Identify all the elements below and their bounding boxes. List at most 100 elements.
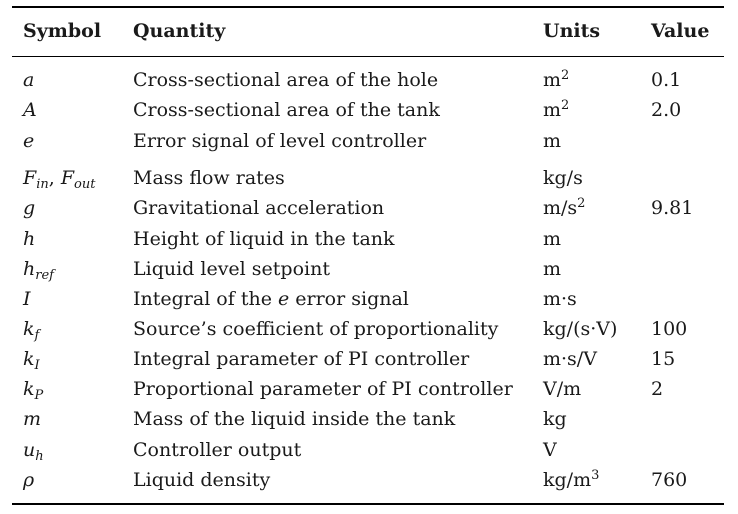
units-cell: m·s/V (543, 348, 597, 370)
unit-base: m·s (543, 288, 577, 310)
symbol-subscript: I (34, 358, 40, 373)
value-cell: 2.0 (651, 99, 682, 121)
unit-base: V/m (543, 378, 582, 400)
unit-exponent: 2 (561, 68, 570, 83)
table-row: h Height of liquid in the tank m (0, 228, 738, 256)
quantity-cell: Height of liquid in the tank (133, 228, 395, 250)
symbol-cell: uh (23, 439, 44, 464)
symbol-main: h (23, 228, 36, 250)
unit-base: kg (543, 408, 567, 430)
symbol-subscript: ref (35, 268, 54, 283)
symbol-cell: href (23, 258, 54, 283)
symbol-main: m (23, 408, 42, 430)
quantity-cell: Cross-sectional area of the hole (133, 69, 439, 91)
symbol-main: F (23, 167, 37, 189)
units-cell: m2 (543, 69, 569, 91)
symbol-cell: kP (23, 378, 44, 403)
table-row: e Error signal of level controller m (0, 130, 738, 158)
units-cell: kg/(s·V) (543, 318, 617, 340)
symbol-main: u (23, 439, 36, 461)
unit-base: m (543, 228, 562, 250)
value-cell: 9.81 (651, 197, 694, 219)
quantity-cell: Liquid density (133, 469, 271, 491)
quantity-cell: Mass flow rates (133, 167, 285, 189)
symbol-subscript: h (35, 449, 44, 464)
value-cell: 100 (651, 318, 688, 340)
unit-base: m (543, 258, 562, 280)
quantity-cell: Mass of the liquid inside the tank (133, 408, 456, 430)
unit-base: kg/m (543, 469, 592, 491)
unit-exponent: 3 (591, 468, 600, 483)
symbol-cell: h (23, 228, 35, 250)
symbol-cell: ρ (23, 469, 34, 491)
table-row: kP Proportional parameter of PI controlle… (0, 378, 738, 406)
symbol-cell: kf (23, 318, 40, 343)
header-symbol: Symbol (23, 20, 102, 42)
quantity-cell: Controller output (133, 439, 302, 461)
units-cell: m (543, 130, 561, 152)
value-cell: 0.1 (651, 69, 682, 91)
quantity-math: e (277, 288, 290, 310)
quantity-cell: Cross-sectional area of the tank (133, 99, 440, 121)
unit-base: m (543, 99, 562, 121)
symbol-subscript: P (34, 388, 44, 403)
unit-base: m (543, 69, 562, 91)
units-cell: m·s (543, 288, 577, 310)
symbol-main: e (23, 130, 35, 152)
quantity-cell: Source’s coefficient of proportionality (133, 318, 499, 340)
symbol-cell: e (23, 130, 34, 152)
symbol-main: g (23, 197, 36, 219)
quantity-cell: Integral of the e error signal (133, 288, 409, 310)
symbol-cell: Fin, Fout (23, 167, 96, 192)
value-cell: 2 (651, 378, 664, 400)
units-cell: V (543, 439, 557, 461)
symbol-second-subscript: out (74, 177, 96, 192)
symbol-main: k (23, 378, 35, 400)
symbol-subscript: f (34, 328, 40, 343)
table-row: A Cross-sectional area of the tank m2 2.0 (0, 99, 738, 127)
table-row: href Liquid level setpoint m (0, 258, 738, 286)
symbol-main: a (23, 69, 35, 91)
quantity-cell: Proportional parameter of PI controller (133, 378, 513, 400)
units-cell: m2 (543, 99, 569, 121)
symbol-main: k (23, 348, 35, 370)
symbol-cell: a (23, 69, 34, 91)
units-cell: m/s2 (543, 197, 585, 219)
unit-exponent: 2 (561, 98, 570, 113)
units-cell: kg/m3 (543, 469, 599, 491)
unit-base: V (543, 439, 557, 461)
table-row: uh Controller output V (0, 439, 738, 467)
units-cell: V/m (543, 378, 581, 400)
symbol-main: k (23, 318, 35, 340)
symbol-main: h (23, 258, 36, 280)
symbol-cell: m (23, 408, 41, 430)
unit-base: m (543, 130, 562, 152)
symbol-cell: A (23, 99, 37, 121)
symbol-subscript: in (36, 177, 49, 192)
quantity-cell: Error signal of level controller (133, 130, 427, 152)
table-row: Fin, Fout Mass flow rates kg/s (0, 167, 738, 195)
quantity-cell: Gravitational acceleration (133, 197, 385, 219)
table-row: g Gravitational acceleration m/s2 9.81 (0, 197, 738, 225)
symbol-cell: I (23, 288, 31, 310)
table-header-rule (12, 56, 724, 57)
quantity-cell: Integral parameter of PI controller (133, 348, 470, 370)
table-row: kI Integral parameter of PI controller m·s… (0, 348, 738, 376)
units-cell: m (543, 228, 561, 250)
value-cell: 15 (651, 348, 676, 370)
unit-base: m/s (543, 197, 578, 219)
unit-base: m·s/V (543, 348, 597, 370)
table-row: kf Source’s coefficient of proportionalit… (0, 318, 738, 346)
symbol-second: F (60, 167, 74, 189)
table-top-rule (12, 6, 724, 8)
unit-base: kg/(s·V) (543, 318, 618, 340)
units-cell: kg/s (543, 167, 583, 189)
units-cell: kg (543, 408, 567, 430)
symbol-main: A (23, 99, 37, 121)
table-row: I Integral of the e error signal m·s (0, 288, 738, 316)
unit-base: kg/s (543, 167, 583, 189)
table-row: a Cross-sectional area of the hole m2 0.1 (0, 69, 738, 97)
table-row: m Mass of the liquid inside the tank kg (0, 408, 738, 436)
symbol-cell: kI (23, 348, 40, 373)
symbol-main: I (23, 288, 31, 310)
